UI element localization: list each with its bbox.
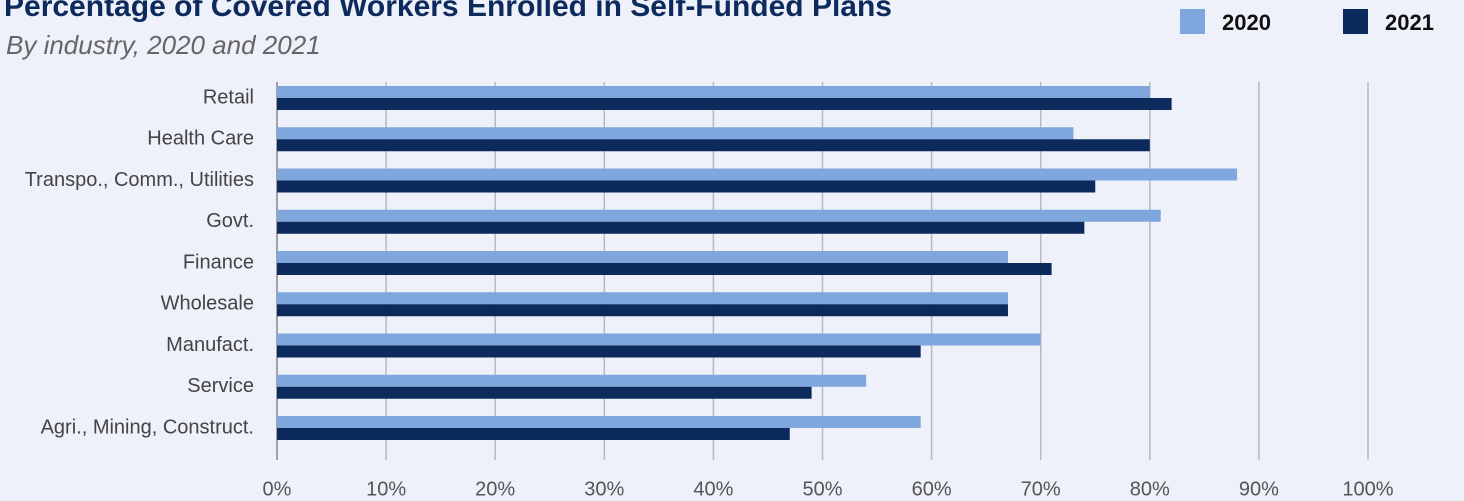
- bar: [277, 263, 1052, 275]
- y-tick-label: Wholesale: [161, 293, 254, 315]
- bar: [277, 345, 921, 358]
- legend-swatch: [1343, 9, 1368, 34]
- bar: [277, 209, 1161, 222]
- legend-label: 2020: [1222, 10, 1271, 35]
- chart-subtitle: By industry, 2020 and 2021: [6, 30, 321, 60]
- bar: [277, 428, 790, 440]
- bar: [277, 416, 921, 428]
- bar: [277, 168, 1238, 181]
- x-tick-label: 10%: [366, 478, 406, 500]
- y-tick-label: Retail: [203, 86, 254, 108]
- bar: [277, 251, 1008, 263]
- x-tick-label: 90%: [1239, 478, 1279, 500]
- x-tick-label: 0%: [263, 478, 292, 500]
- x-tick-label: 80%: [1130, 478, 1170, 500]
- x-tick-label: 50%: [802, 478, 842, 500]
- x-tick-label: 100%: [1342, 478, 1393, 500]
- bar: [277, 292, 1008, 305]
- bar: [277, 304, 1008, 317]
- legend-swatch: [1180, 9, 1205, 34]
- y-tick-label: Finance: [183, 251, 254, 273]
- y-tick-label: Agri., Mining, Construct.: [41, 416, 254, 438]
- y-tick-label: Govt.: [206, 210, 254, 232]
- chart-title: Percentage of Covered Workers Enrolled i…: [4, 0, 892, 23]
- bar: [277, 374, 867, 387]
- y-tick-label: Service: [187, 375, 254, 397]
- x-tick-label: 40%: [693, 478, 733, 500]
- bar: [277, 139, 1150, 152]
- y-tick-label: Transpo., Comm., Utilities: [25, 169, 254, 191]
- bar: [277, 127, 1074, 140]
- bar: [277, 386, 812, 399]
- x-tick-label: 60%: [912, 478, 952, 500]
- x-tick-label: 70%: [1021, 478, 1061, 500]
- bar: [277, 86, 1150, 98]
- legend-label: 2021: [1385, 10, 1434, 35]
- bar: [277, 221, 1085, 234]
- y-tick-label: Health Care: [147, 128, 254, 150]
- y-tick-label: Manufact.: [166, 334, 254, 356]
- bar: [277, 180, 1096, 193]
- bar: [277, 333, 1041, 346]
- bar: [277, 98, 1172, 110]
- x-tick-label: 30%: [584, 478, 624, 500]
- x-tick-label: 20%: [475, 478, 515, 500]
